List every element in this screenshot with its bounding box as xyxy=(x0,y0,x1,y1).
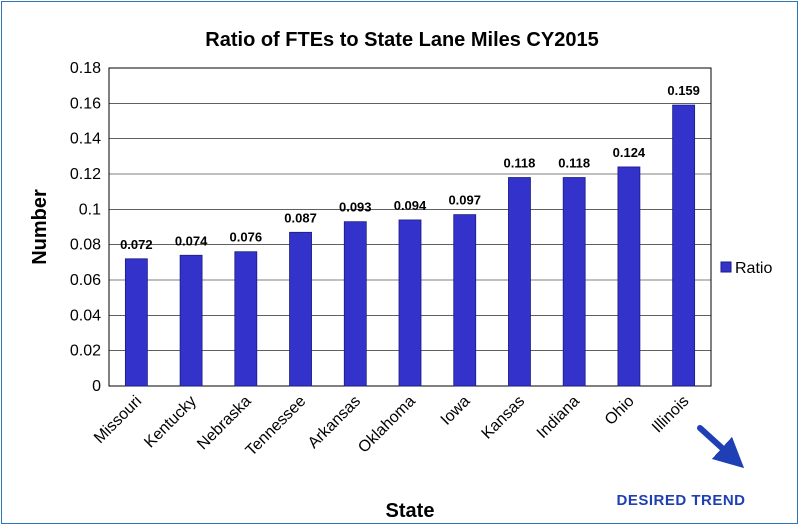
y-tick-label: 0.02 xyxy=(70,343,101,360)
legend-label: Ratio xyxy=(735,260,772,277)
legend-swatch xyxy=(720,261,732,273)
y-tick-label: 0.06 xyxy=(70,272,101,289)
data-label: 0.124 xyxy=(613,145,646,160)
x-category-label: Iowa xyxy=(438,393,474,429)
bar xyxy=(617,166,641,387)
x-category-label: Kansas xyxy=(479,393,529,443)
x-category-label: Ohio xyxy=(602,393,638,429)
data-label: 0.072 xyxy=(120,237,153,252)
y-tick-label: 0.1 xyxy=(79,201,101,218)
x-axis-categories: MissouriKentuckyNebraskaTennesseeArkansa… xyxy=(91,393,692,460)
data-label: 0.087 xyxy=(284,210,317,225)
data-label: 0.097 xyxy=(448,193,481,208)
desired-trend-annotation: DESIRED TREND xyxy=(616,425,745,509)
data-label: 0.118 xyxy=(558,156,590,171)
data-label: 0.093 xyxy=(339,200,372,215)
bar xyxy=(289,231,312,387)
bar xyxy=(234,251,258,387)
bar xyxy=(124,258,148,387)
bar xyxy=(343,221,367,387)
bar xyxy=(672,104,696,387)
y-tick-label: 0.14 xyxy=(70,131,101,148)
x-category-label: Oklahoma xyxy=(355,393,419,457)
y-tick-label: 0.04 xyxy=(70,307,101,324)
arrow-down-right-icon xyxy=(697,425,745,469)
data-label: 0.118 xyxy=(504,156,536,171)
x-category-label: Kentucky xyxy=(141,393,200,452)
data-label: 0.094 xyxy=(394,198,427,213)
y-tick-label: 0.12 xyxy=(70,166,101,183)
x-category-label: Tennessee xyxy=(243,393,310,460)
data-label: 0.159 xyxy=(667,83,700,98)
bar xyxy=(562,177,586,387)
data-label: 0.076 xyxy=(230,230,263,245)
bar xyxy=(453,214,477,387)
x-category-label: Missouri xyxy=(91,393,145,447)
desired-trend-label: DESIRED TREND xyxy=(616,492,745,509)
bars xyxy=(124,104,696,387)
y-axis-ticks: 0 0.02 0.04 0.06 0.08 0.1 0.12 0.14 0.16 0.18 xyxy=(70,60,101,395)
bar xyxy=(508,177,531,387)
x-category-label: Indiana xyxy=(534,393,583,442)
y-tick-label: 0.08 xyxy=(70,237,101,254)
data-labels: 0.072 0.074 0.076 0.087 0.093 0.094 0.097 0.118… xyxy=(120,83,700,252)
y-axis-title: Number xyxy=(29,189,51,265)
data-label: 0.074 xyxy=(175,233,208,248)
legend: Ratio xyxy=(720,260,772,277)
chart-title: Ratio of FTEs to State Lane Miles CY2015 xyxy=(205,29,598,51)
bar xyxy=(179,254,203,387)
bar xyxy=(398,219,422,387)
x-category-label: Illinois xyxy=(649,393,692,436)
y-tick-label: 0.18 xyxy=(70,60,101,77)
x-axis-title: State xyxy=(386,500,435,522)
y-tick-label: 0 xyxy=(92,378,101,395)
y-tick-label: 0.16 xyxy=(70,95,101,112)
